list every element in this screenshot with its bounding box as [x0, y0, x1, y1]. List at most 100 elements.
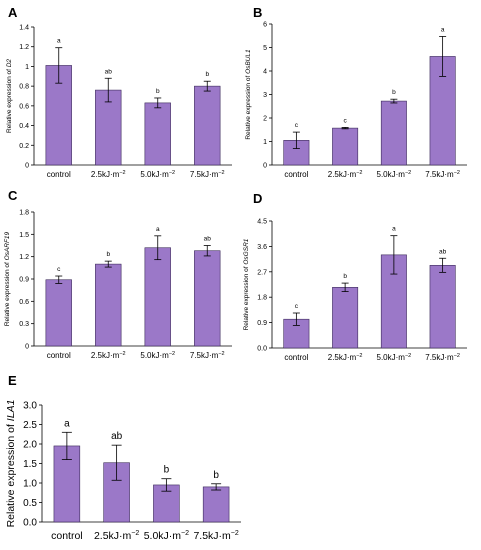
y-tick-label: 2	[263, 116, 267, 123]
x-tick-label: 7.5kJ·m−2	[190, 170, 225, 179]
significance-letter: ab	[439, 248, 447, 255]
y-tick-label: 0.8	[19, 84, 29, 91]
y-tick-label: 1.2	[19, 254, 29, 261]
bar	[95, 89, 122, 166]
x-tick-label: control	[51, 530, 83, 542]
y-tick-label: 3.0	[23, 401, 37, 412]
x-tick-label: 5.0kJ·m−2	[140, 170, 175, 179]
significance-letter: a	[392, 226, 396, 233]
y-axis-label: Relative expression of OsBUL1	[245, 49, 252, 140]
y-tick-label: 1.5	[19, 232, 29, 239]
panel-d: D 0.0 0.9 1.8 2.7 3.6 4.5 Relative expression o…	[243, 191, 467, 362]
y-tick-label: 0.5	[23, 498, 37, 509]
significance-letter: ab	[204, 236, 212, 243]
x-tick-label: 2.5kJ·m−2	[328, 170, 363, 179]
x-tick-label: control	[284, 353, 308, 362]
y-tick-label: 0	[263, 163, 267, 170]
y-tick-label: 4.5	[257, 219, 267, 226]
y-axis-label: Relative expression of OsARF19	[4, 231, 11, 326]
y-tick-label: 2.5	[23, 420, 37, 431]
significance-letter: c	[295, 122, 299, 129]
bar	[332, 287, 359, 349]
panel-b: B 0 1 2 3 4 5 6 Relative expression of OsBUL1 c co…	[245, 5, 467, 179]
significance-letter: c	[344, 117, 348, 124]
y-tick-label: 0	[25, 344, 29, 351]
x-tick-label: 7.5kJ·m−2	[193, 530, 238, 542]
y-tick-label: 1.5	[23, 459, 37, 470]
significance-letter: ab	[105, 68, 113, 75]
x-tick-label: 7.5kJ·m−2	[425, 170, 460, 179]
significance-letter: b	[343, 273, 347, 280]
y-tick-label: 1	[263, 139, 267, 146]
y-tick-label: 0.4	[19, 123, 29, 130]
panel-label: A	[8, 5, 18, 20]
bar	[194, 250, 221, 347]
y-tick-label: 1.0	[23, 479, 37, 490]
x-tick-label: 2.5kJ·m−2	[91, 351, 126, 360]
bar	[202, 486, 230, 523]
bar	[45, 279, 72, 347]
panel-e: E 0.0 0.5 1.0 1.5 2.0 2.5 3.0 Relative expressio…	[5, 373, 241, 542]
x-tick-label: control	[284, 170, 308, 179]
significance-letter: c	[57, 266, 61, 273]
y-tick-label: 1.8	[257, 295, 267, 302]
panel-label: E	[8, 373, 17, 388]
x-tick-label: 7.5kJ·m−2	[190, 351, 225, 360]
bar	[429, 265, 456, 349]
y-tick-label: 0.0	[257, 346, 267, 353]
panel-label: D	[253, 191, 262, 206]
significance-letter: a	[64, 418, 70, 429]
y-tick-label: 5	[263, 45, 267, 52]
bar	[332, 127, 359, 166]
y-tick-label: 1.2	[19, 44, 29, 51]
x-tick-label: 2.5kJ·m−2	[328, 353, 363, 362]
x-tick-label: 5.0kJ·m−2	[144, 530, 189, 542]
significance-letter: b	[164, 465, 170, 476]
bar	[144, 247, 171, 347]
y-tick-label: 0.3	[19, 321, 29, 328]
significance-letter: b	[156, 88, 160, 95]
significance-letter: a	[441, 26, 445, 33]
x-tick-label: 2.5kJ·m−2	[91, 170, 126, 179]
x-tick-label: 5.0kJ·m−2	[377, 170, 412, 179]
x-tick-label: 2.5kJ·m−2	[94, 530, 139, 542]
y-tick-label: 0.0	[23, 518, 37, 529]
y-tick-label: 2.7	[257, 269, 267, 276]
x-tick-label: control	[47, 351, 71, 360]
panel-a: A 0 0.2 0.4 0.6 0.8 1 1.2 1.4 Relative expression…	[6, 5, 232, 179]
bar	[144, 102, 171, 166]
y-axis-label: Relative expression of OsGSR1	[243, 238, 250, 330]
y-tick-label: 0.2	[19, 143, 29, 150]
bar	[95, 263, 122, 347]
y-axis-label: Relative expression of D2	[6, 59, 13, 133]
x-tick-label: 5.0kJ·m−2	[140, 351, 175, 360]
significance-letter: ab	[111, 431, 123, 442]
y-tick-label: 1.4	[19, 25, 29, 32]
y-tick-label: 2.0	[23, 440, 37, 451]
y-tick-label: 1.8	[19, 210, 29, 217]
x-tick-label: control	[47, 170, 71, 179]
y-tick-label: 0.9	[19, 277, 29, 284]
significance-letter: a	[156, 226, 160, 233]
significance-letter: b	[213, 470, 219, 481]
x-tick-label: 5.0kJ·m−2	[377, 353, 412, 362]
significance-letter: c	[295, 303, 299, 310]
y-tick-label: 3.6	[257, 244, 267, 251]
y-tick-label: 0	[25, 163, 29, 170]
significance-letter: b	[106, 251, 110, 258]
significance-letter: b	[392, 89, 396, 96]
y-tick-label: 0.6	[19, 299, 29, 306]
panel-label: C	[8, 188, 18, 203]
y-tick-label: 0.6	[19, 103, 29, 110]
y-tick-label: 1	[25, 64, 29, 71]
x-tick-label: 7.5kJ·m−2	[425, 353, 460, 362]
significance-letter: b	[205, 71, 209, 78]
y-tick-label: 0.9	[257, 320, 267, 327]
y-tick-label: 4	[263, 69, 267, 76]
significance-letter: a	[57, 38, 61, 45]
y-tick-label: 6	[263, 22, 267, 29]
panel-c: C 0 0.3 0.6 0.9 1.2 1.5 1.8 Relative expression …	[4, 188, 232, 360]
bar	[380, 100, 407, 166]
panel-label: B	[253, 5, 262, 20]
